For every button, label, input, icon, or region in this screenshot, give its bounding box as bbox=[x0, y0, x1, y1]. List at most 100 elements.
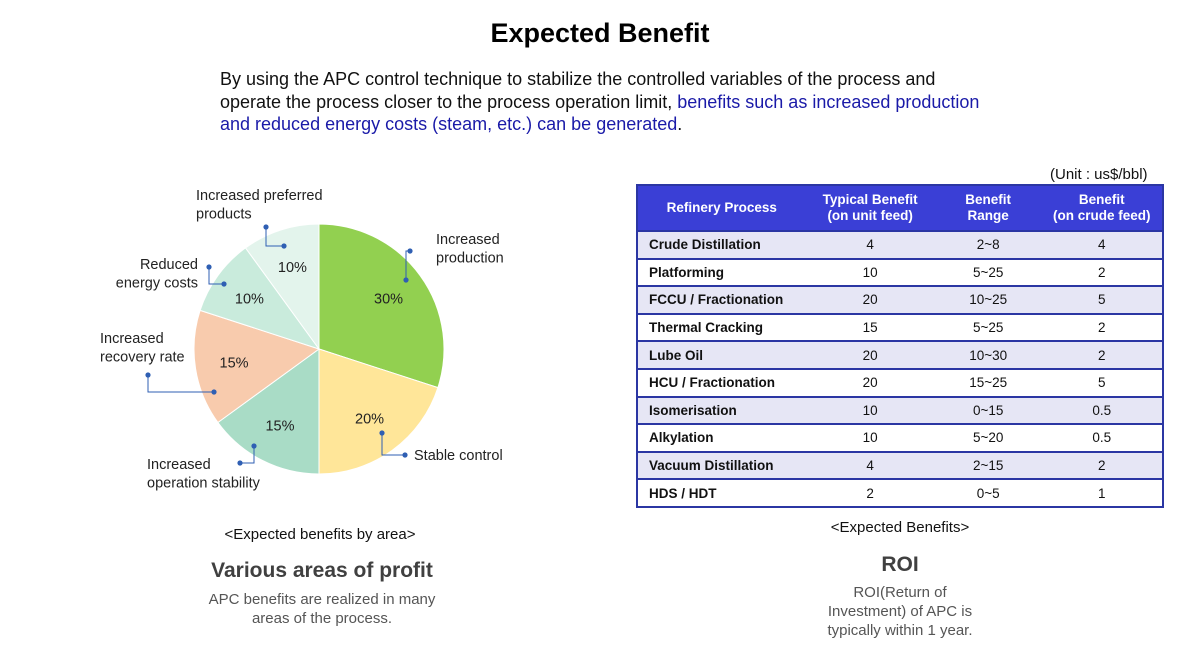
process-cell: Thermal Cracking bbox=[637, 312, 806, 342]
value-cell: 0.5 bbox=[1041, 423, 1163, 452]
callout-label-stable: Stable control bbox=[414, 448, 503, 464]
leader-dot bbox=[145, 372, 151, 378]
table-row: Thermal Cracking 15 5~25 2 bbox=[637, 312, 1163, 342]
roi-description-line: Investment) of APC is bbox=[827, 603, 973, 620]
slice-value-label: 15% bbox=[220, 355, 249, 371]
value-cell: 5~25 bbox=[934, 257, 1042, 287]
slice-value-label: 10% bbox=[278, 260, 307, 276]
table-row: Lube Oil 20 10~30 2 bbox=[637, 340, 1163, 369]
pie-slice-preferred bbox=[244, 223, 320, 351]
leader-dot bbox=[403, 277, 409, 283]
callout-label-operation: operation stability bbox=[147, 476, 261, 492]
intro-paragraph: By using the APC control technique to st… bbox=[220, 68, 980, 136]
table-row: Vacuum Distillation 4 2~15 2 bbox=[637, 450, 1163, 480]
value-cell: 2~15 bbox=[934, 450, 1042, 480]
profit-description-line: areas of the process. bbox=[251, 610, 393, 627]
page-title: Expected Benefit bbox=[490, 18, 710, 48]
profit-description: APC benefits are realized in many areas … bbox=[122, 590, 522, 628]
pie-slice-operation bbox=[217, 348, 320, 475]
leader-line-stable bbox=[381, 433, 405, 456]
value-cell: 4 bbox=[1041, 230, 1163, 259]
roi-heading: ROI bbox=[881, 553, 919, 576]
process-cell: FCCU / Fractionation bbox=[637, 285, 806, 314]
process-cell: Crude Distillation bbox=[637, 230, 806, 259]
callout-label-recovery: Increased bbox=[100, 331, 164, 347]
process-cell: HDS / HDT bbox=[637, 478, 806, 507]
process-cell: HCU / Fractionation bbox=[637, 367, 806, 397]
value-cell: 20 bbox=[805, 340, 935, 369]
table-row: HDS / HDT 2 0~5 1 bbox=[637, 478, 1163, 507]
value-cell: 2 bbox=[1041, 340, 1163, 369]
value-cell: 0.5 bbox=[1041, 395, 1163, 425]
benefits-pie-chart: 30% 20% 15% 15% 10% 10% Increased production Sta… bbox=[100, 188, 504, 492]
column-header: Refinery Process bbox=[637, 185, 806, 231]
intro-end-text: . bbox=[677, 114, 683, 134]
leader-dot bbox=[281, 243, 287, 249]
value-cell: 5 bbox=[1041, 367, 1163, 397]
callout-label-energy: energy costs bbox=[116, 276, 198, 292]
roi-description: ROI(Return of Investment) of APC is typi… bbox=[750, 583, 1050, 640]
value-cell: 4 bbox=[805, 450, 935, 480]
slice-value-label: 20% bbox=[355, 412, 384, 428]
callout-label-recovery: recovery rate bbox=[100, 350, 185, 366]
roi-description-line: ROI(Return of bbox=[853, 584, 947, 601]
leader-line-operation bbox=[240, 446, 255, 464]
leader-dot bbox=[211, 389, 217, 395]
value-cell: 5~20 bbox=[934, 423, 1042, 452]
value-cell: 2 bbox=[805, 478, 935, 507]
process-cell: Alkylation bbox=[637, 423, 806, 452]
table-row: FCCU / Fractionation 20 10~25 5 bbox=[637, 285, 1163, 314]
value-cell: 1 bbox=[1041, 478, 1163, 507]
value-cell: 5~25 bbox=[934, 312, 1042, 342]
value-cell: 15~25 bbox=[934, 367, 1042, 397]
column-header: Typical Benefit (on unit feed) bbox=[805, 185, 935, 231]
intro-highlight-text: benefits such as increased production an… bbox=[220, 91, 980, 135]
callout-label-preferred: products bbox=[196, 207, 252, 223]
table-row: Isomerisation 10 0~15 0.5 bbox=[637, 395, 1163, 425]
value-cell: 0~5 bbox=[934, 478, 1042, 507]
profit-heading: Various areas of profit bbox=[211, 559, 433, 582]
pie-slice-energy bbox=[199, 247, 321, 350]
value-cell: 2 bbox=[1041, 450, 1163, 480]
slice-value-label: 30% bbox=[374, 291, 403, 307]
leader-dot bbox=[237, 460, 243, 466]
callout-label-production: Increased bbox=[436, 232, 500, 248]
pie-slice-stable bbox=[318, 348, 439, 475]
value-cell: 10~30 bbox=[934, 340, 1042, 369]
leader-line-recovery bbox=[147, 375, 214, 393]
leader-dot bbox=[263, 224, 269, 230]
process-cell: Platforming bbox=[637, 257, 806, 287]
leader-dot bbox=[221, 281, 227, 287]
intro-plain-text: By using the APC control technique to st… bbox=[220, 69, 936, 112]
value-cell: 10 bbox=[805, 257, 935, 287]
table-header-row: Refinery Process Typical Benefit (on unit… bbox=[637, 185, 1163, 231]
value-cell: 5 bbox=[1041, 285, 1163, 314]
value-cell: 10~25 bbox=[934, 285, 1042, 314]
slice-value-label: 15% bbox=[265, 419, 294, 435]
table-row: HCU / Fractionation 20 15~25 5 bbox=[637, 367, 1163, 397]
benefits-table: Refinery Process Typical Benefit (on unit… bbox=[636, 184, 1164, 508]
value-cell: 10 bbox=[805, 423, 935, 452]
table-row: Platforming 10 5~25 2 bbox=[637, 257, 1163, 287]
table-row: Crude Distillation 4 2~8 4 bbox=[637, 230, 1163, 259]
pie-caption: <Expected benefits by area> bbox=[224, 526, 416, 543]
leader-line-preferred bbox=[265, 227, 284, 247]
pie-slice-production bbox=[318, 223, 445, 389]
leader-dot bbox=[251, 443, 257, 449]
callout-label-energy: Reduced bbox=[140, 257, 198, 273]
column-header: Benefit Range bbox=[934, 185, 1042, 231]
callout-label-preferred: Increased preferred bbox=[196, 188, 323, 204]
leader-dot bbox=[407, 248, 413, 254]
value-cell: 0~15 bbox=[934, 395, 1042, 425]
leader-dot bbox=[379, 430, 385, 436]
value-cell: 2 bbox=[1041, 312, 1163, 342]
table-row: Alkylation 10 5~20 0.5 bbox=[637, 423, 1163, 452]
value-cell: 20 bbox=[805, 367, 935, 397]
leader-dot bbox=[206, 264, 212, 270]
value-cell: 2~8 bbox=[934, 230, 1042, 259]
slice-value-label: 10% bbox=[235, 291, 264, 307]
leader-dot bbox=[402, 452, 408, 458]
callout-label-production: production bbox=[436, 251, 504, 267]
value-cell: 10 bbox=[805, 395, 935, 425]
callout-label-operation: Increased bbox=[147, 457, 211, 473]
